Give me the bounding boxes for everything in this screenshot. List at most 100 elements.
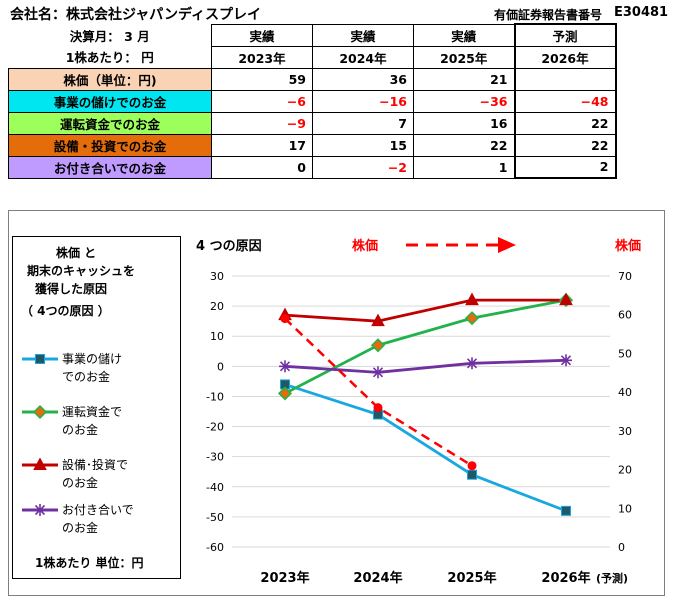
- cell-value: −16: [312, 89, 414, 113]
- unit-note: 1株あたり： 円: [65, 50, 154, 66]
- legend-marker: [33, 457, 47, 470]
- series-line: [284, 383, 567, 513]
- col-year-2026: 2026年: [513, 45, 617, 69]
- series-layer: [284, 298, 567, 513]
- legend-label: でのお金: [62, 369, 110, 384]
- data-point: [464, 311, 480, 326]
- legend-label: のお金: [62, 422, 98, 437]
- row-label-stock: 株価（単位：円): [8, 67, 212, 91]
- legend-title-line: 期末のキャッシュを: [27, 264, 136, 278]
- data-point: [561, 505, 571, 516]
- report-number: E30481: [614, 5, 669, 20]
- data-point: [279, 360, 291, 373]
- y-right-tick-label: 0: [618, 541, 625, 554]
- legend-unit: 1株あたり 単位：円: [35, 556, 144, 570]
- cell-value: −2: [312, 155, 414, 179]
- legend-label: お付き合いで: [62, 502, 134, 517]
- legend-title-line: （ 4つの原因 ）: [21, 304, 110, 318]
- x-tick-label: 2025年: [447, 570, 496, 586]
- y-right-tick-label: 10: [618, 502, 632, 515]
- row-label-working-capital: 運転資金でのお金: [8, 111, 212, 135]
- chart-title: 4 つの原因: [196, 239, 262, 254]
- y-right-tick-label: 30: [618, 425, 632, 438]
- cell-value: −36: [413, 89, 515, 113]
- legend-marker: [34, 504, 46, 516]
- col-year-2025: 2025年: [413, 45, 515, 69]
- y-left-tick-label: -30: [206, 451, 224, 464]
- stock-axis-label: 株価: [615, 238, 641, 254]
- legend-title-line: 獲得した原因: [35, 282, 108, 296]
- legend-box: 株価 と 期末のキャッシュを 獲得した原因 （ 4つの原因 ） 1株あたり 単位…: [12, 236, 181, 579]
- series-line: [284, 298, 567, 395]
- legend-label: 設備･投資で: [62, 457, 128, 472]
- table-row-investment: 設備・投資でのお金 17 15 22 22: [8, 133, 617, 157]
- company-name: 会社名：株式会社ジャパンディスプレイ: [10, 7, 262, 23]
- y-left-tick-label: -20: [206, 421, 224, 434]
- y-left-tick-label: 20: [210, 300, 224, 313]
- y-left-tick-label: -40: [206, 481, 224, 494]
- data-point: [280, 314, 290, 324]
- y-left-tick-label: 0: [217, 360, 224, 373]
- y-right-tick-label: 40: [618, 386, 632, 399]
- data-point: [370, 338, 386, 353]
- report-label: 有価証券報告書番号: [494, 8, 603, 22]
- table-row-stock: 株価（単位：円) 59 36 21: [8, 67, 617, 91]
- legend-marker: [35, 354, 45, 364]
- forecast-label: (予測): [596, 571, 628, 585]
- legend-label: のお金: [62, 520, 98, 535]
- y-left-tick-label: 30: [210, 270, 224, 283]
- y-right-tick-label: 20: [618, 464, 632, 477]
- data-point: [277, 386, 293, 401]
- table-row-financing: お付き合いでのお金 0 −2 1 2: [8, 155, 617, 179]
- y-left-tick-label: -50: [206, 511, 224, 524]
- y-left-tick-label: -60: [206, 541, 224, 554]
- data-point: [466, 357, 478, 370]
- x-tick-label: 2026年: [541, 570, 590, 586]
- row-label-operating: 事業の儲けでのお金: [8, 89, 212, 113]
- fiscal-month: 決算月： 3 月: [69, 28, 150, 44]
- chart-area: [8, 210, 665, 596]
- series-line: [284, 298, 566, 323]
- cell-value: 16: [413, 111, 515, 135]
- x-tick-label: 2023年: [260, 570, 309, 586]
- y-right-tick-label: 60: [618, 309, 632, 322]
- text-layer: 30 20 10 0 -10 -20 -30 -40 -50 -60 70 60 50 40 30 20 10 0…: [196, 237, 641, 586]
- stock-label: 株価: [352, 238, 378, 254]
- data-point: [465, 292, 479, 306]
- y-left-tick-label: -10: [206, 390, 224, 403]
- legend-label: のお金: [62, 475, 98, 490]
- legend-marker: [32, 404, 48, 420]
- row-label-financing: お付き合いでのお金: [8, 155, 212, 179]
- data-point: [372, 366, 384, 379]
- cell-value: −48: [513, 89, 617, 113]
- data-point: [560, 354, 572, 367]
- data-point: [467, 469, 477, 480]
- data-point: [371, 313, 385, 327]
- cell-value: 21: [413, 67, 515, 91]
- table-row-operating: 事業の儲けでのお金 −6 −16 −36 −48: [8, 89, 617, 113]
- stock-arrow-head: [498, 237, 516, 253]
- legend-title-line: 株価 と: [56, 246, 97, 260]
- marker-layer: [277, 292, 574, 516]
- cell-value: 59: [211, 67, 313, 91]
- col-kind-2023: 実績: [211, 23, 313, 47]
- col-year-2023: 2023年: [211, 45, 313, 69]
- legend-label: 運転資金で: [62, 404, 122, 419]
- data-point: [373, 403, 383, 413]
- table-row-working-capital: 運転資金でのお金 −9 7 16 22: [8, 111, 617, 135]
- x-tick-label: 2024年: [353, 570, 402, 586]
- cell-value: 22: [513, 133, 617, 157]
- cell-value: −6: [211, 89, 313, 113]
- cell-value: 2: [513, 155, 617, 179]
- data-point: [467, 461, 477, 471]
- row-label-investment: 設備・投資でのお金: [8, 133, 212, 157]
- financial-table: 決算月： 3 月 実績 実績 実績 予測 1株あたり： 円 2023年 2024…: [8, 23, 617, 179]
- data-point: [559, 292, 573, 306]
- legend-label: 事業の儲け: [62, 352, 122, 366]
- y-right-tick-label: 50: [618, 347, 632, 360]
- y-right-tick-label: 70: [618, 270, 632, 283]
- series-line: [284, 358, 567, 374]
- y-left-tick-label: 10: [210, 330, 224, 343]
